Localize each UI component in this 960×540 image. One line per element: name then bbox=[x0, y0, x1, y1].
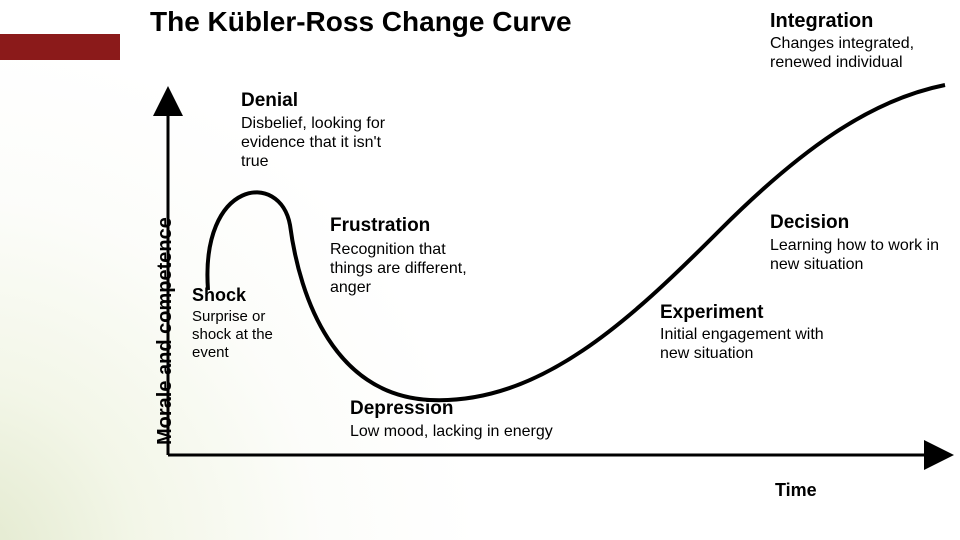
stage-desc-shock: Surprise or shock at the event bbox=[192, 308, 302, 362]
stage-title-shock: Shock bbox=[192, 285, 246, 306]
slide: The Kübler-Ross Change Curve Morale and … bbox=[0, 0, 960, 540]
x-axis-label: Time bbox=[775, 480, 817, 501]
stage-desc-frustration: Recognition that things are different, a… bbox=[330, 240, 480, 298]
stage-title-frustration: Frustration bbox=[330, 215, 430, 237]
y-axis-label: Morale and competence bbox=[154, 217, 177, 445]
stage-title-integration: Integration bbox=[770, 10, 873, 33]
stage-title-experiment: Experiment bbox=[660, 302, 763, 324]
stage-desc-experiment: Initial engagement with new situation bbox=[660, 325, 840, 363]
stage-desc-depression: Low mood, lacking in energy bbox=[350, 422, 610, 441]
decorative-bar bbox=[0, 34, 120, 60]
page-title: The Kübler-Ross Change Curve bbox=[150, 6, 572, 38]
stage-desc-integration: Changes integrated, renewed individual bbox=[770, 34, 950, 72]
stage-desc-decision: Learning how to work in new situation bbox=[770, 236, 950, 274]
stage-title-depression: Depression bbox=[350, 398, 453, 420]
stage-desc-denial: Disbelief, looking for evidence that it … bbox=[241, 114, 411, 172]
stage-title-decision: Decision bbox=[770, 212, 849, 234]
stage-title-denial: Denial bbox=[241, 90, 298, 112]
